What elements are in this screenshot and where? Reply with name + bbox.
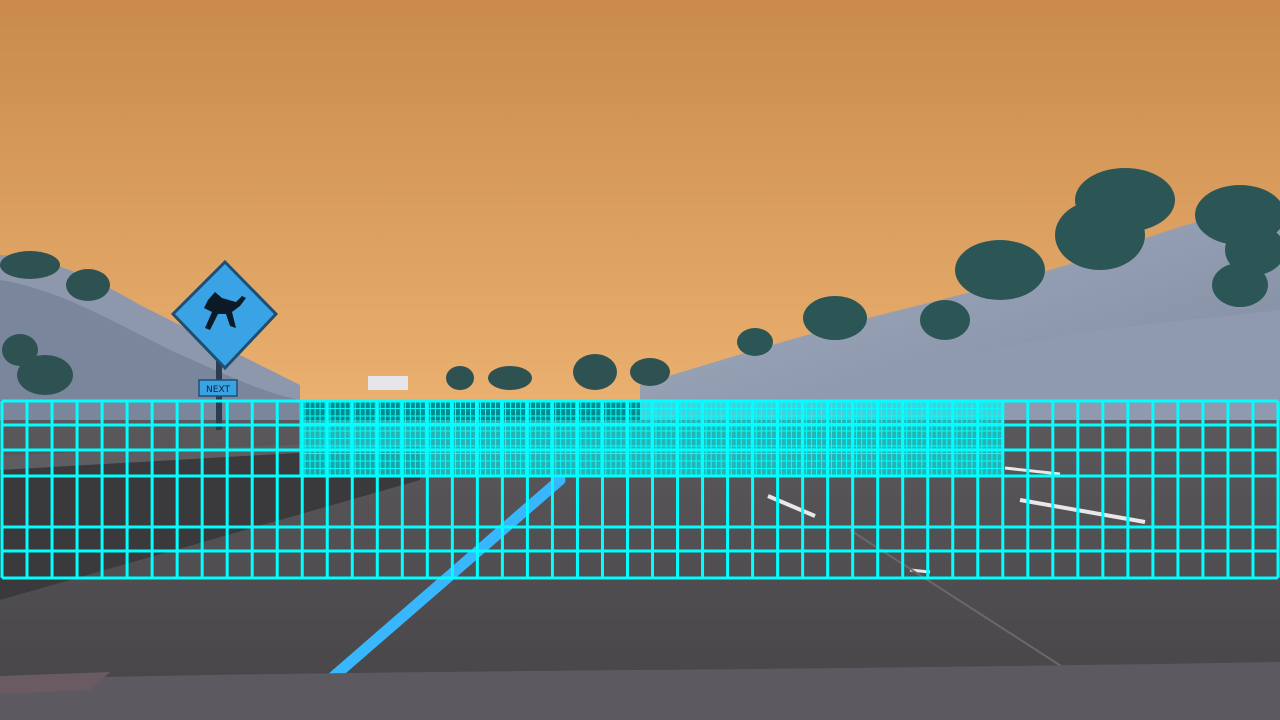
svg-text:NEXT: NEXT [206,385,230,395]
deer-crossing-sign: NEXT [170,259,279,430]
left-lane-line [319,474,566,690]
distant-building [368,376,408,390]
trees-right [737,168,1280,356]
car-hood [0,662,1280,720]
trees-left [0,251,670,395]
median-barrier [0,440,420,600]
